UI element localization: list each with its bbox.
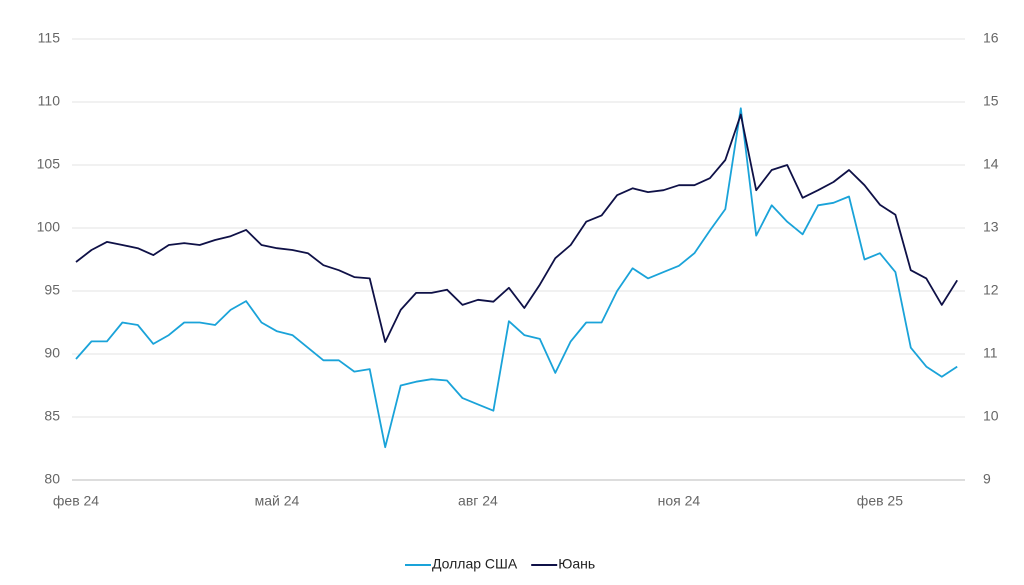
legend-label: Юань bbox=[558, 556, 595, 572]
y2-tick-label: 16 bbox=[983, 30, 999, 46]
y-tick-label: 100 bbox=[37, 219, 61, 235]
y-tick-label: 95 bbox=[44, 282, 60, 298]
y-tick-label: 85 bbox=[44, 408, 60, 424]
legend: Доллар США Юань bbox=[405, 556, 595, 572]
y-tick-label: 90 bbox=[44, 345, 60, 361]
y2-tick-label: 15 bbox=[983, 93, 999, 109]
y-tick-label: 115 bbox=[38, 30, 61, 46]
x-tick-label: фев 25 bbox=[857, 493, 903, 509]
x-tick-label: май 24 bbox=[255, 493, 300, 509]
y-tick-label: 110 bbox=[38, 93, 61, 109]
x-tick-label: фев 24 bbox=[53, 493, 99, 509]
x-tick-label: ноя 24 bbox=[658, 493, 701, 509]
y2-tick-label: 10 bbox=[983, 408, 999, 424]
y2-tick-label: 14 bbox=[983, 156, 999, 172]
y2-tick-label: 11 bbox=[983, 345, 998, 361]
y-tick-label: 105 bbox=[37, 156, 61, 172]
x-tick-label: авг 24 bbox=[458, 493, 498, 509]
y2-tick-label: 9 bbox=[983, 471, 991, 487]
legend-label: Доллар США bbox=[432, 556, 518, 572]
line bbox=[75, 113, 958, 343]
y2-tick-label: 13 bbox=[983, 219, 999, 235]
line bbox=[75, 107, 958, 449]
y-tick-label: 80 bbox=[44, 471, 60, 487]
y2-tick-label: 12 bbox=[983, 282, 999, 298]
